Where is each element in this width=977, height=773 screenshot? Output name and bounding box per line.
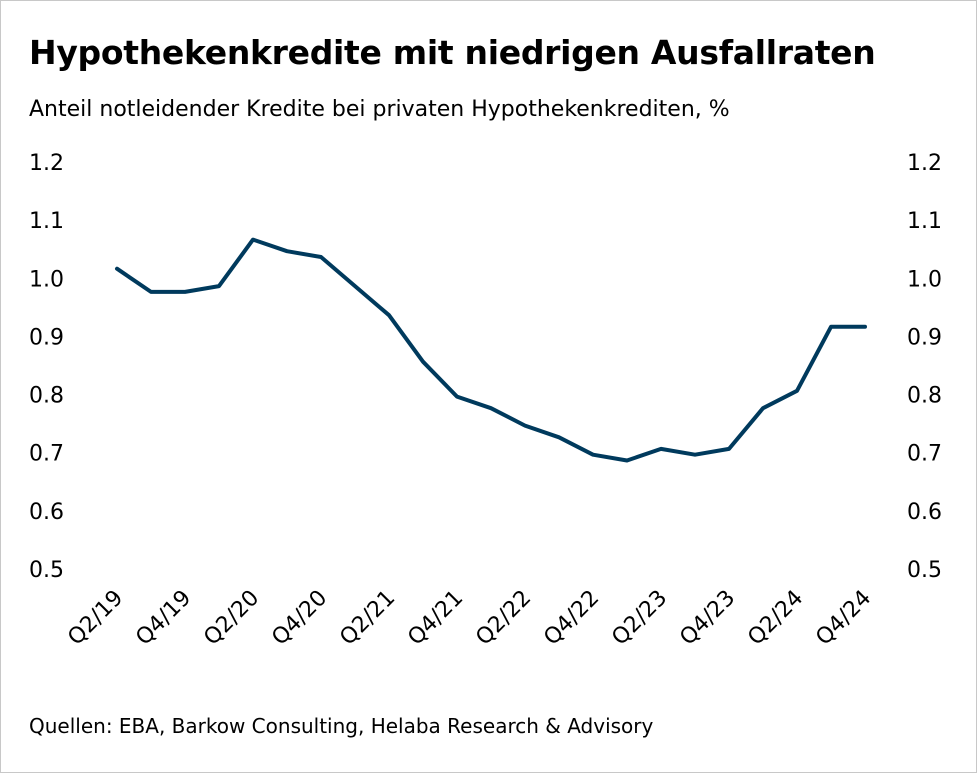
chart-subtitle: Anteil notleidender Kredite bei privaten… xyxy=(29,97,730,122)
x-tick-label: Q2/22 xyxy=(471,586,536,651)
x-tick-label: Q2/19 xyxy=(63,586,128,651)
x-tick-label: Q4/20 xyxy=(267,586,332,651)
x-tick-label: Q4/24 xyxy=(811,586,876,651)
x-tick-label: Q4/21 xyxy=(403,586,468,651)
y-axis-right: 1.2 1.1 1.0 0.9 0.8 0.7 0.6 0.5 xyxy=(907,151,942,583)
y-tick-label-right: 1.1 xyxy=(907,209,942,234)
x-tick-label: Q4/23 xyxy=(675,586,740,651)
x-tick-label: Q2/24 xyxy=(743,586,808,651)
y-tick-label-right: 0.6 xyxy=(907,500,942,525)
y-tick-label-left: 0.8 xyxy=(29,384,64,409)
x-tick-label: Q2/20 xyxy=(199,586,264,651)
y-tick-label-right: 0.9 xyxy=(907,325,942,350)
x-tick-label: Q4/19 xyxy=(131,586,196,651)
y-tick-label-right: 1.0 xyxy=(907,267,942,292)
y-axis-left: 1.2 1.1 1.0 0.9 0.8 0.7 0.6 0.5 xyxy=(29,151,64,583)
y-tick-label-right: 0.8 xyxy=(907,384,942,409)
source-note: Quellen: EBA, Barkow Consulting, Helaba … xyxy=(29,714,654,738)
y-tick-label-left: 0.5 xyxy=(29,558,64,583)
y-tick-label-right: 0.5 xyxy=(907,558,942,583)
chart-title: Hypothekenkredite mit niedrigen Ausfallr… xyxy=(29,33,876,72)
y-tick-label-left: 0.9 xyxy=(29,325,64,350)
y-tick-label-left: 1.2 xyxy=(29,151,64,176)
y-tick-label-left: 0.7 xyxy=(29,442,64,467)
y-tick-label-right: 1.2 xyxy=(907,151,942,176)
x-tick-label: Q2/23 xyxy=(607,586,672,651)
series-line xyxy=(115,237,867,463)
y-tick-label-left: 0.6 xyxy=(29,500,64,525)
x-tick-label: Q2/21 xyxy=(335,586,400,651)
y-tick-label-left: 1.0 xyxy=(29,267,64,292)
y-tick-label-left: 1.1 xyxy=(29,209,64,234)
y-tick-label-right: 0.7 xyxy=(907,442,942,467)
x-tick-label: Q4/22 xyxy=(539,586,604,651)
x-axis: Q2/19 Q4/19 Q2/20 Q4/20 Q2/21 Q4/21 Q2/22 Q4/22… xyxy=(63,586,876,651)
series-group xyxy=(115,237,867,463)
